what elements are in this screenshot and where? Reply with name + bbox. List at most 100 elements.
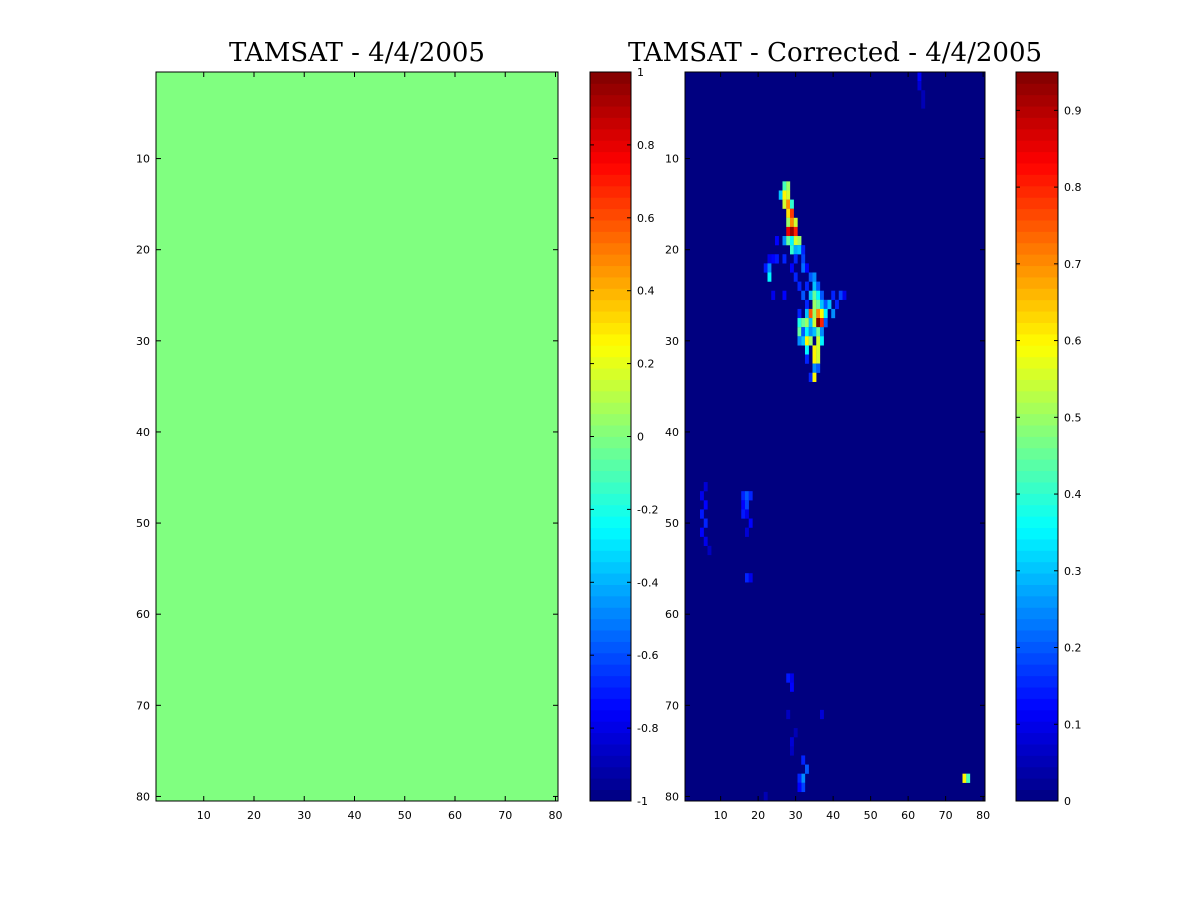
colorbar-swatch [1016,550,1058,563]
heatmap-cell [741,491,746,501]
x-tick-label: 70 [498,809,512,822]
heatmap-cell [816,318,821,328]
heatmap-cell [823,299,828,310]
heatmap-cell [786,226,791,237]
heatmap-cell [745,573,749,583]
left-chart-title: TAMSAT - 4/4/2005 [229,38,485,68]
colorbar-swatch [1016,333,1058,346]
colorbar-swatch [1016,83,1058,96]
colorbar-swatch [590,72,631,84]
colorbar-tick-label: 0.3 [1064,565,1082,578]
colorbar-swatch [1016,345,1058,358]
colorbar-swatch [1016,470,1058,483]
heatmap-cell [741,500,746,510]
heatmap-cell [823,308,828,319]
colorbar-swatch [1016,641,1058,654]
heatmap-cell [805,299,809,310]
colorbar-swatch [1016,402,1058,415]
colorbar-swatch [1016,254,1058,267]
colorbar-swatch [1016,356,1058,369]
colorbar-tick-label: 0.9 [1064,104,1082,117]
colorbar-swatch [590,174,631,187]
heatmap-cell [790,682,794,692]
heatmap-cell [808,318,813,328]
heatmap-cell [741,509,746,519]
colorbar-swatch [590,595,631,608]
heatmap-cell [748,491,753,501]
right-colorbar-frame [1015,71,1059,802]
heatmap-cell [801,254,806,264]
colorbar-swatch [590,333,631,346]
heatmap-cell [805,345,809,355]
colorbar-tick-label: 0 [1064,795,1071,808]
heatmap-cell [801,327,806,337]
heatmap-cell [820,336,824,346]
heatmap-cell [805,308,809,319]
heatmap-cell [917,81,922,91]
colorbar-swatch [1016,72,1058,84]
colorbar-swatch [1016,379,1058,392]
colorbar-swatch [590,425,631,437]
heatmap-cell [771,254,776,264]
colorbar-swatch [590,379,631,392]
heatmap-cell [790,263,794,273]
heatmap-cell [771,290,776,300]
heatmap-cell [793,226,798,237]
colorbar-tick-label: 0.5 [1064,411,1082,424]
colorbar-swatch [590,744,631,756]
heatmap-cell [812,363,817,373]
colorbar-swatch [590,402,631,415]
x-tick-label: 10 [714,809,728,822]
colorbar-swatch [590,607,631,620]
heatmap-cell [700,527,704,537]
y-tick-label: 30 [136,335,150,348]
heatmap-cell [786,208,791,218]
heatmap-cell [797,318,802,328]
colorbar-swatch [590,106,631,118]
colorbar-swatch [590,356,631,369]
heatmap-cell [805,336,809,346]
heatmap-cell [703,482,708,492]
colorbar-swatch [590,789,631,802]
heatmap-cell [801,245,806,255]
colorbar-swatch [590,527,631,540]
colorbar-swatch [1016,778,1058,791]
colorbar-tick-label: 0.8 [1064,181,1082,194]
colorbar-swatch [1016,231,1058,244]
x-tick-label: 80 [548,809,562,822]
heatmap-cell [812,281,817,291]
heatmap-cell [812,290,817,300]
heatmap-cell [820,308,824,319]
colorbar-swatch [1016,789,1058,802]
heatmap-cell [778,190,783,200]
colorbar-swatch [1016,561,1058,574]
heatmap-cell [812,318,817,328]
heatmap-cell [748,573,753,583]
heatmap-cell [812,327,817,337]
colorbar-swatch [1016,94,1058,107]
colorbar-swatch [1016,436,1058,449]
heatmap-cell [820,327,824,337]
colorbar-swatch [1016,755,1058,768]
left-plot-frame [155,71,559,802]
colorbar-tick-label: 0.2 [637,358,655,371]
x-tick-label: 60 [901,809,915,822]
colorbar-tick-label: 0.7 [1064,258,1082,271]
colorbar-swatch [1016,618,1058,631]
y-tick-label: 70 [136,699,150,712]
colorbar-tick-label: 0.2 [1064,642,1082,655]
heatmap-cell [921,99,926,109]
colorbar-swatch [1016,539,1058,551]
colorbar-swatch [590,288,631,301]
colorbar-swatch [590,618,631,631]
colorbar-swatch [1016,368,1058,380]
heatmap-cell [797,336,802,346]
colorbar-swatch [1016,311,1058,323]
heatmap-cell [782,181,787,191]
colorbar-swatch [1016,197,1058,210]
x-tick-label: 20 [247,809,261,822]
colorbar-swatch [1016,322,1058,335]
heatmap-cell [703,500,708,510]
heatmap-cell [808,290,813,300]
heatmap-cell [808,327,813,337]
